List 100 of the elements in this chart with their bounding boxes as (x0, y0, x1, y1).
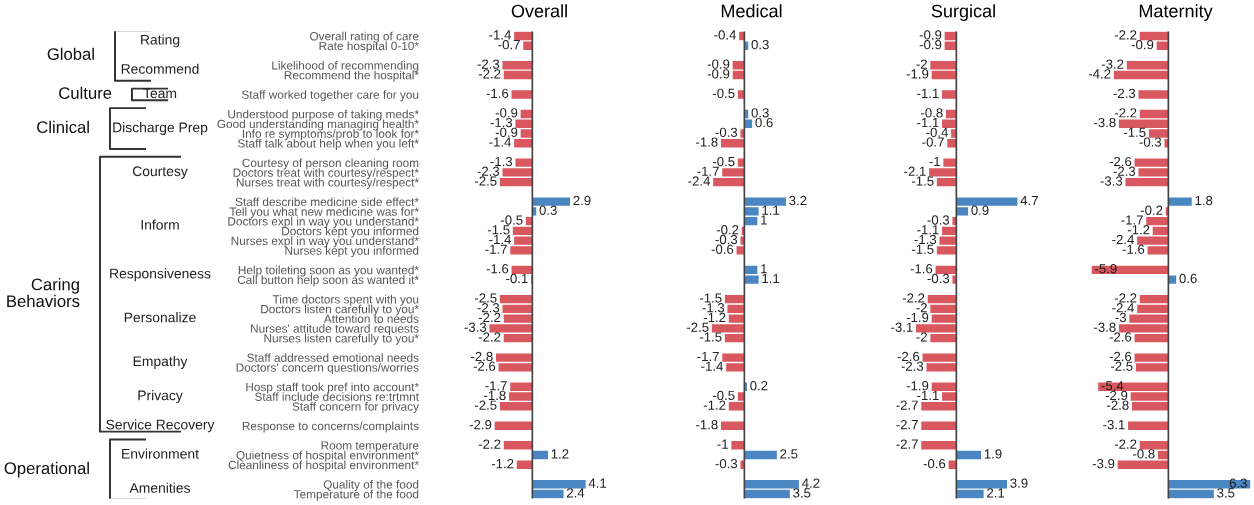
bar (956, 480, 1008, 489)
data-label: -0.8 (1133, 449, 1155, 459)
bar (724, 294, 745, 304)
y-tick-label: Staff worked together care for you (241, 90, 419, 102)
data-label: -2.2 (478, 332, 501, 342)
data-label: -0.3 (1139, 137, 1162, 147)
bar (1113, 70, 1169, 80)
data-label: -1.8 (696, 419, 718, 430)
data-label: 4.1 (588, 478, 607, 488)
y-tick-label: Doctors listen carefully to you* (261, 304, 419, 316)
chart-title: Overall (511, 4, 567, 18)
data-label: -2.6 (1109, 351, 1132, 362)
data-label: -2.6 (473, 361, 496, 371)
text: Operational (4, 461, 89, 478)
data-label: -0.6 (923, 458, 946, 469)
bar (1168, 197, 1192, 206)
text: Service Recovery (106, 419, 215, 433)
bar (931, 70, 957, 80)
y-tick-label: Attention to needs (323, 314, 419, 323)
data-label: -0.3 (927, 273, 950, 284)
data-label: -1 (717, 439, 728, 449)
bar (942, 90, 957, 99)
data-label: -0.8 (921, 108, 943, 118)
data-label: -2.5 (474, 293, 497, 303)
bar (532, 489, 564, 499)
data-label: -2.3 (1113, 166, 1136, 176)
data-label: -1.6 (486, 88, 509, 99)
data-label: -1.4 (489, 30, 511, 40)
data-label: -1.2 (703, 312, 726, 323)
bar (516, 460, 533, 469)
data-label: -2.5 (686, 322, 709, 332)
data-label: -0.5 (712, 390, 735, 401)
data-label: -1.4 (489, 234, 511, 245)
data-label: -0.2 (716, 225, 739, 235)
text: Discharge Prep (113, 122, 208, 136)
bar (956, 450, 982, 460)
data-label: -0.2 (1140, 205, 1163, 215)
data-label: 1 (761, 215, 767, 225)
data-label: -2.3 (901, 361, 924, 371)
data-label: -1.1 (917, 225, 939, 235)
data-label: -0.9 (707, 69, 730, 79)
y-tick-label: Temperature of the food (293, 489, 419, 501)
y-tick-label: Staff include decisions re:trtmnt (255, 392, 419, 401)
bar (1156, 41, 1169, 50)
data-label: -0.5 (712, 156, 735, 167)
bar (731, 441, 745, 450)
bar (1139, 441, 1169, 450)
data-label: -1.1 (917, 88, 939, 98)
data-label: 0.3 (751, 39, 769, 50)
data-label: 2.4 (566, 488, 585, 498)
data-label: -2.4 (688, 176, 711, 186)
data-label: -1.5 (911, 244, 934, 254)
data-label: -2.2 (1114, 439, 1137, 449)
data-label: -1.6 (1122, 244, 1145, 254)
data-label: 0.3 (751, 108, 769, 118)
data-label: 2.9 (573, 195, 591, 206)
bar (744, 480, 799, 489)
data-label: -3.1 (891, 322, 913, 332)
y-tick-label: Response to concerns/complaints (242, 421, 419, 433)
data-label: -1.1 (917, 390, 939, 400)
bar (499, 294, 533, 304)
text: Environment (122, 448, 199, 459)
bar (1128, 421, 1169, 430)
data-label: -2 (916, 303, 927, 313)
bar (1126, 61, 1169, 70)
data-label: -0.3 (715, 127, 738, 137)
data-label: 2.5 (780, 449, 798, 459)
data-label: -2.2 (1114, 108, 1137, 118)
bar (732, 61, 745, 70)
data-label: 3.9 (1010, 478, 1028, 488)
bar (1157, 450, 1169, 460)
data-label: -2.2 (478, 439, 501, 449)
text: Personalize (124, 312, 196, 323)
data-label: 1.8 (1195, 195, 1213, 206)
data-label: 0.6 (1179, 273, 1197, 284)
bar (494, 421, 533, 430)
data-label: -2.6 (1109, 156, 1132, 167)
data-label: -2.2 (1114, 293, 1137, 303)
data-label: -1.3 (702, 303, 725, 313)
data-label: -0.3 (715, 234, 738, 245)
data-label: 3.5 (793, 488, 811, 498)
data-label: -2.6 (1109, 332, 1132, 342)
data-label: -5.4 (1101, 381, 1124, 391)
chart-title: Maternity (1139, 4, 1213, 21)
data-label: -2.2 (478, 69, 501, 79)
data-label: -2.3 (1113, 88, 1136, 99)
y-tick-label: Cleanliness of hospital environment* (228, 460, 419, 472)
bar (511, 90, 533, 99)
data-label: -3.9 (1092, 458, 1115, 469)
data-label: 3.5 (1217, 488, 1235, 498)
chart-title: Medical (721, 4, 782, 18)
data-label: -2 (916, 59, 927, 69)
y-tick-label: Nurses listen carefully to you* (264, 333, 419, 345)
data-label: 6.3 (1229, 478, 1247, 488)
data-label: -1.5 (699, 293, 722, 303)
data-label: -2.9 (469, 419, 492, 430)
data-label: 4.2 (802, 478, 820, 488)
bar (532, 450, 548, 460)
y-tick-label: Nurses treat with courtesy/respect* (236, 177, 419, 189)
y-tick-label: Room temperature (321, 441, 419, 452)
